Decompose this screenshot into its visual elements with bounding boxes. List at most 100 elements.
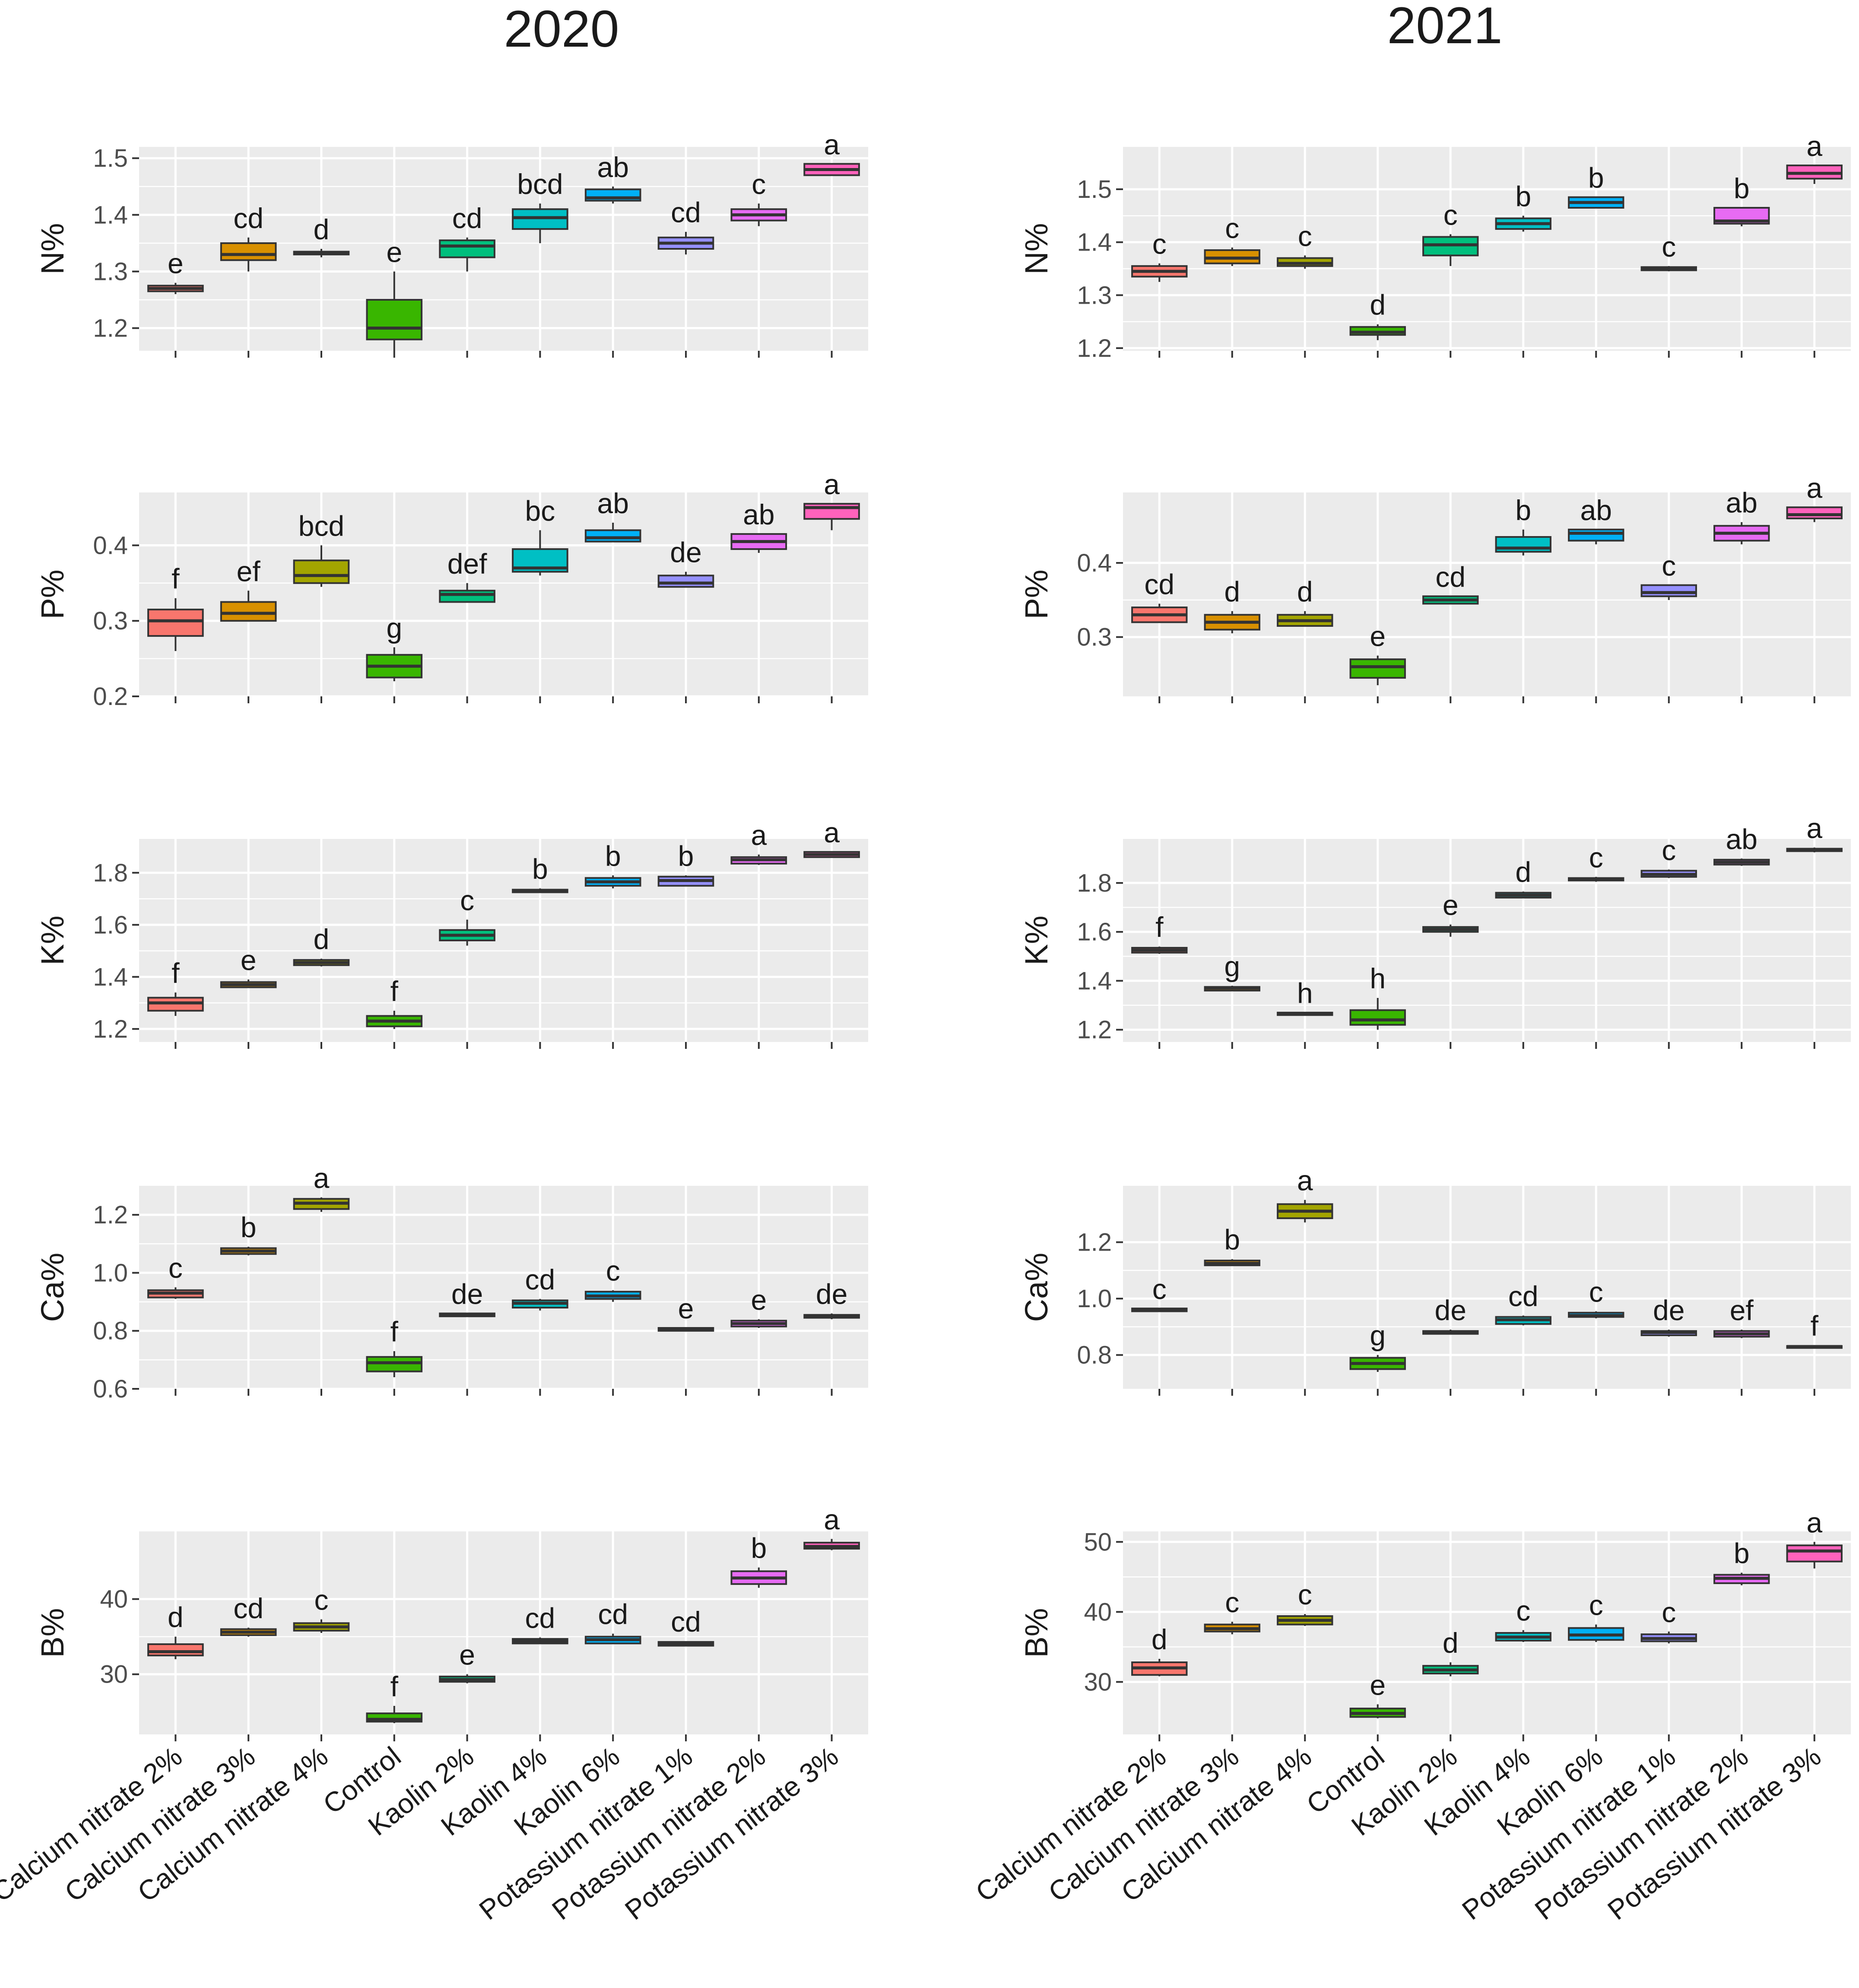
- title-2021: 2021: [1387, 0, 1503, 54]
- panel-2020-K-box-1: [220, 979, 277, 988]
- panel-2021-Ca-letter-1: b: [1224, 1224, 1240, 1256]
- panel-2020-B-box-7: [657, 1641, 714, 1647]
- box-body: [1568, 528, 1624, 542]
- box-body: [1640, 584, 1697, 597]
- panel-2020-N-letter-6: ab: [597, 151, 628, 183]
- panel-2020-B-letter-4: e: [459, 1639, 475, 1671]
- panel-2020-Ca-box-8: [730, 1319, 787, 1328]
- panel-2021-K-box-3: [1349, 998, 1406, 1030]
- panel-2021-B-box-4: [1422, 1662, 1479, 1677]
- panel-2020-Ca-ytick-label: 0.8: [93, 1317, 128, 1345]
- panel-2020-K-box-3: [366, 1010, 423, 1029]
- panel-2020-N-ytick-label: 1.3: [93, 257, 128, 286]
- panel-2020-N-letter-5: bcd: [517, 168, 563, 200]
- panel-2020-B-box-9: [803, 1539, 860, 1550]
- panel-2021-N-box-5: [1495, 216, 1551, 232]
- panel-2020-N-letter-7: cd: [671, 197, 701, 229]
- panel-2021-K-box-0: [1131, 946, 1188, 954]
- panel-2021-K: 1.2 1.4 1.6 1.8 K% f g h h e d c c ab a: [1018, 812, 1851, 1049]
- panel-2021-P-letter-1: d: [1224, 576, 1240, 608]
- box-body: [657, 575, 714, 588]
- panel-2021-B-ytick-label: 30: [1084, 1668, 1112, 1696]
- panel-2020-N-letter-2: d: [314, 213, 330, 245]
- panel-2021-N-background: [1123, 147, 1851, 351]
- panel-2021-P-box-0: [1131, 603, 1188, 623]
- panel-2020-Ca-ytick-label: 0.6: [93, 1375, 128, 1403]
- panel-2020-K-letter-2: d: [314, 923, 330, 955]
- panel-2021-B-ytick-label: 40: [1084, 1598, 1112, 1626]
- panel-2020-Ca-letter-7: e: [678, 1293, 694, 1324]
- panel-2020-N-box-8: [730, 203, 787, 226]
- panel-2021-P-ytick-label: 0.4: [1077, 549, 1112, 577]
- panel-2020-K-letter-5: b: [532, 853, 548, 885]
- panel-2021-P-letter-5: b: [1515, 494, 1531, 526]
- box-body: [220, 601, 277, 622]
- panel-2020-B-box-4: [439, 1674, 495, 1683]
- panel-2020-B-box-1: [220, 1627, 277, 1637]
- panel-2020-Ca-box-1: [220, 1247, 277, 1256]
- panel-2020-Ca-letter-8: e: [751, 1284, 767, 1316]
- panel-2021-P-box-2: [1277, 611, 1333, 627]
- box-body: [584, 529, 641, 543]
- panel-2020-K-letter-3: f: [390, 975, 399, 1007]
- panel-2021-Ca-box-6: [1568, 1311, 1624, 1318]
- panel-2021-N-box-1: [1204, 247, 1260, 266]
- panel-2021-B-letter-7: c: [1662, 1596, 1676, 1628]
- panel-2020-N-letter-9: a: [824, 128, 840, 160]
- panel-2020-B-letter-3: f: [390, 1670, 399, 1702]
- panel-2020-Ca-letter-4: de: [451, 1278, 483, 1310]
- panel-2020-B-letter-2: c: [314, 1584, 329, 1616]
- panel-2021-K-letter-9: a: [1806, 812, 1822, 844]
- panel-2020-Ca-letter-0: c: [168, 1252, 183, 1284]
- box-body: [1786, 1544, 1843, 1562]
- panel-2021-B-box-5: [1495, 1630, 1551, 1642]
- panel-2020-Ca-box-0: [147, 1287, 204, 1299]
- panel-2020-N-box-3: [366, 271, 423, 351]
- panel-2020-Ca-box-4: [439, 1312, 495, 1318]
- panel-2021-N-letter-0: c: [1152, 228, 1167, 260]
- panel-2021-P-box-1: [1204, 611, 1260, 634]
- panel-2021-B-letter-4: d: [1443, 1627, 1459, 1659]
- panel-2020-N-box-5: [512, 203, 568, 243]
- panel-2021-B-ylabel: B%: [1018, 1608, 1054, 1658]
- panel-2020-P-ytick-label: 0.3: [93, 607, 128, 635]
- box-body: [293, 559, 350, 584]
- panel-2020-P-box-9: [803, 503, 860, 530]
- panel-2020-P-letter-6: ab: [597, 487, 628, 519]
- panel-2021-B-box-9: [1786, 1542, 1843, 1569]
- panel-2020-N-box-7: [657, 232, 714, 255]
- panel-2020-N-box-1: [220, 237, 277, 272]
- panel-2020-Ca-letter-2: a: [314, 1162, 330, 1194]
- panel-2021-N-letter-5: b: [1515, 180, 1531, 212]
- panels: 1.21.31.41.5N% ecd decdbcdabcdca0.20.30.4P…: [0, 128, 1851, 1926]
- panel-2021-Ca-ytick-label: 1.0: [1077, 1285, 1112, 1313]
- panel-2020-K-ytick-label: 1.8: [93, 859, 128, 887]
- panel-2020-K-letter-7: b: [678, 840, 694, 872]
- panel-2021-N-box-7: [1640, 266, 1697, 272]
- panel-2020-K: 1.2 1.4 1.6 1.8 K% f e d f c b b b a a: [35, 816, 868, 1049]
- box-body: [147, 608, 204, 637]
- panel-2020-N-box-4: [439, 237, 495, 272]
- panel-2021-N-letter-7: c: [1662, 231, 1676, 263]
- panel-2021-K-ytick-label: 1.4: [1077, 967, 1112, 995]
- panel-2021-N-ylabel: N%: [1018, 223, 1054, 274]
- panel-2021-K-ytick-label: 1.6: [1077, 918, 1112, 946]
- panel-2020-Ca-box-7: [657, 1327, 714, 1332]
- panel-2021-Ca-box-5: [1495, 1315, 1551, 1326]
- panel-2020-N-ytick-label: 1.2: [93, 314, 128, 343]
- panel-2021-N-letter-4: c: [1443, 199, 1458, 231]
- panel-2021-P-box-9: [1786, 506, 1843, 522]
- panel-2020-P-letter-4: def: [447, 548, 487, 580]
- panel-2020-B-ytick-label: 40: [100, 1585, 128, 1613]
- panel-2021-N-box-4: [1422, 234, 1479, 266]
- panel-2020-K-letter-8: a: [751, 819, 767, 851]
- panel-2020-P-letter-5: bc: [525, 495, 555, 527]
- panel-2021-N-letter-6: b: [1588, 162, 1604, 194]
- panel-2020-Ca: 0.6 0.8 1.0 1.2 Ca% c b a f de cd c e e de: [35, 1162, 868, 1403]
- panel-2020-B-ylabel: B%: [35, 1608, 70, 1658]
- panel-2021-Ca-letter-7: de: [1653, 1294, 1685, 1326]
- panel-2020-K-box-5: [512, 888, 568, 893]
- panel-2020-P-letter-1: ef: [237, 555, 261, 587]
